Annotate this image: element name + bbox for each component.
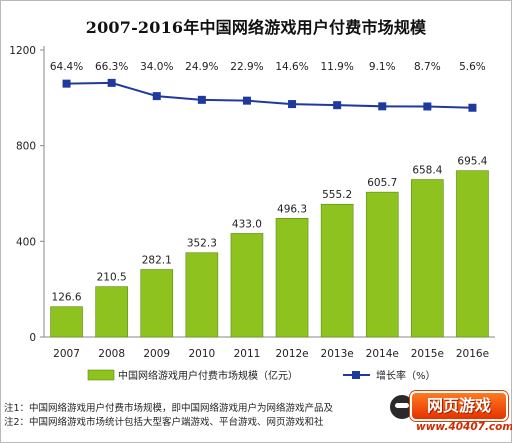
bar <box>185 252 219 338</box>
legend-line-marker <box>352 371 360 379</box>
bar-value-label: 352.3 <box>187 238 217 250</box>
growth-rate-point <box>468 103 477 112</box>
growth-rate-label: 66.3% <box>95 61 128 73</box>
watermark-logo: 网页游戏 www.40407.com <box>388 389 512 439</box>
x-tick-label: 2013e <box>321 348 354 360</box>
footnotes: 注1：中国网络游戏用户付费市场规模，即中国网络游戏用户为网络游戏产品及 注2：中… <box>4 402 504 430</box>
watermark-url: www.40407.com <box>416 421 512 433</box>
bar <box>95 286 128 338</box>
watermark-brand: 网页游戏 <box>410 391 508 421</box>
growth-rate-label: 64.4% <box>50 61 83 73</box>
bar <box>275 218 309 338</box>
growth-rate-label: 5.6% <box>459 61 486 73</box>
bar-value-label: 126.6 <box>52 292 82 304</box>
growth-rate-point <box>333 101 342 110</box>
bar-value-label: 555.2 <box>322 189 352 201</box>
x-tick-label: 2015e <box>411 348 444 360</box>
growth-rate-point <box>107 78 116 87</box>
growth-rate-label: 11.9% <box>320 61 353 73</box>
x-tick-label: 2011 <box>234 348 261 360</box>
bar-value-label: 605.7 <box>367 177 397 189</box>
growth-rate-label: 24.9% <box>185 61 218 73</box>
bar-value-label: 695.4 <box>457 156 487 168</box>
growth-rate-label: 9.1% <box>369 61 396 73</box>
bar-value-label: 210.5 <box>97 272 127 284</box>
footnote-2: 注2：中国网络游戏市场统计包括大型客户端游戏、平台游戏、网页游戏和社 <box>4 417 324 428</box>
growth-rate-point <box>378 102 387 111</box>
bar-value-label: 658.4 <box>412 165 442 177</box>
growth-rate-line <box>66 81 473 109</box>
y-tick-label: 800 <box>16 141 36 153</box>
bar <box>411 179 444 338</box>
x-tick-label: 2016e <box>456 348 489 360</box>
x-tick-label: 2008 <box>98 348 125 360</box>
bar <box>50 306 83 338</box>
y-tick-label: 1200 <box>9 45 36 57</box>
growth-rate-point <box>62 79 71 88</box>
growth-rate-point <box>152 92 161 101</box>
bar <box>456 170 489 338</box>
growth-rate-label: 22.9% <box>230 61 263 73</box>
growth-rate-label: 14.6% <box>275 61 308 73</box>
footnote-1: 注1：中国网络游戏用户付费市场规模，即中国网络游戏用户为网络游戏产品及 <box>4 403 334 414</box>
chart-title: 2007-2016年中国网络游戏用户付费市场规模 <box>85 18 427 37</box>
growth-rate-point <box>288 100 297 109</box>
x-tick-label: 2014e <box>366 348 399 360</box>
legend-bar-swatch <box>87 369 115 381</box>
growth-rate-point <box>197 95 206 104</box>
growth-rate-label: 8.7% <box>414 61 441 73</box>
legend-bar-label: 中国网络游戏用户付费市场规模（亿元） <box>118 369 298 382</box>
growth-rate-point <box>242 96 251 105</box>
y-tick-label: 0 <box>29 332 36 344</box>
bar-value-label: 433.0 <box>232 218 262 230</box>
growth-rate-label: 34.0% <box>140 61 173 73</box>
x-tick-label: 2010 <box>188 348 215 360</box>
bar-value-label: 282.1 <box>142 255 172 267</box>
bar <box>230 233 264 338</box>
bar-value-label: 496.3 <box>277 203 307 215</box>
x-tick-label: 2009 <box>143 348 170 360</box>
bar <box>365 191 399 338</box>
bar <box>320 203 354 338</box>
legend-line-label: 增长率（%） <box>376 369 436 382</box>
y-tick-label: 400 <box>16 236 36 248</box>
x-tick-label: 2007 <box>53 348 80 360</box>
bar <box>140 269 174 338</box>
x-tick-label: 2012e <box>275 348 308 360</box>
growth-rate-point <box>423 102 432 111</box>
